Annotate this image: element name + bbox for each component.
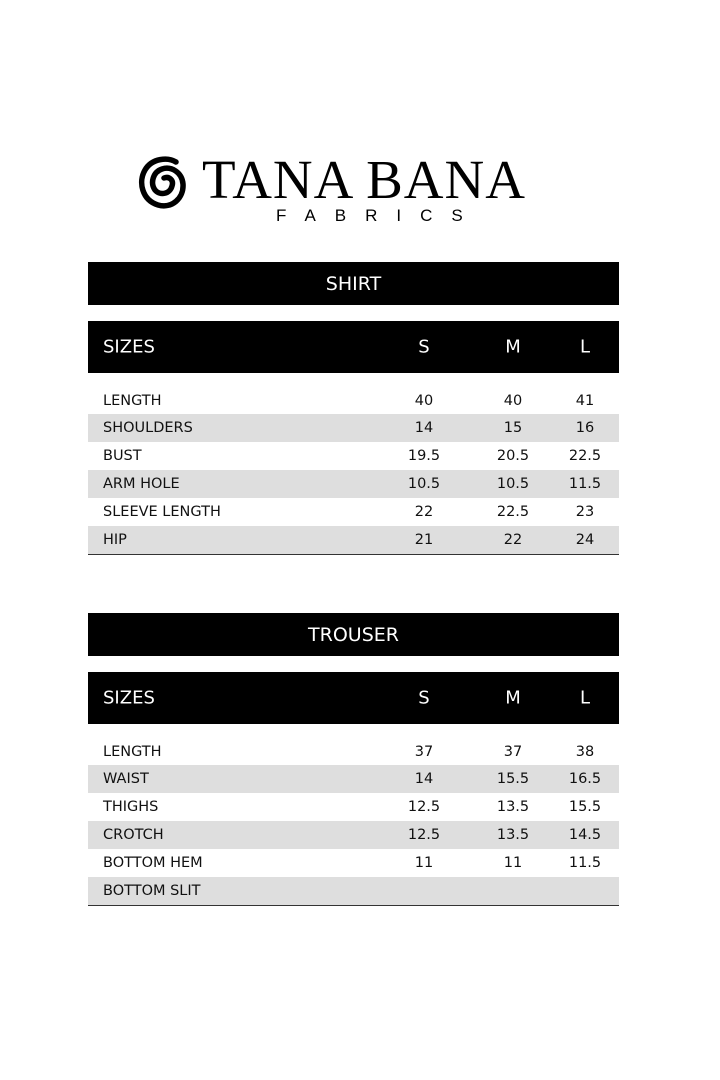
brand-subtitle: FABRICS	[276, 206, 482, 225]
measurement-label: CROTCH	[103, 827, 164, 843]
measurement-value: 21	[414, 532, 434, 548]
measurement-value: 12.5	[407, 827, 441, 843]
measurement-value: 40	[414, 393, 434, 409]
measurement-value: 37	[414, 744, 434, 760]
measurement-label: BOTTOM SLIT	[103, 883, 201, 899]
sizes-label: SIZES	[103, 687, 155, 709]
table-row: BOTTOM HEM 11 11 11.5	[88, 849, 619, 877]
measurement-value: 13.5	[496, 799, 530, 815]
sizes-label: SIZES	[103, 336, 155, 358]
size-column-header: M	[505, 336, 521, 358]
measurement-label: SHOULDERS	[103, 420, 193, 436]
table-row: BOTTOM SLIT	[88, 877, 619, 905]
measurement-label: HIP	[103, 532, 127, 548]
section-title: TROUSER	[88, 613, 619, 656]
table-row: CROTCH 12.5 13.5 14.5	[88, 821, 619, 849]
section-title: SHIRT	[88, 262, 619, 305]
table-row: THIGHS 12.5 13.5 15.5	[88, 793, 619, 821]
measurement-value: 14.5	[568, 827, 602, 843]
measurement-value: 22.5	[496, 504, 530, 520]
measurement-value: 15	[503, 420, 523, 436]
spiral-icon	[139, 156, 186, 209]
measurement-value: 23	[575, 504, 595, 520]
size-column-header: L	[579, 336, 591, 358]
measurement-value: 38	[575, 744, 595, 760]
measurement-label: BUST	[103, 448, 142, 464]
size-column-header: S	[418, 336, 430, 358]
measurement-label: LENGTH	[103, 744, 162, 760]
measurement-value: 11	[414, 855, 434, 871]
measurement-value: 13.5	[496, 827, 530, 843]
measurement-value: 15.5	[568, 799, 602, 815]
shirt-size-table: SHIRT SIZES S M L LENGTH 40 40 41 SHOULDERS 14 15 1…	[88, 262, 619, 555]
table-row: ARM HOLE 10.5 10.5 11.5	[88, 470, 619, 498]
measurement-value: 12.5	[407, 799, 441, 815]
measurement-value: 11	[503, 855, 523, 871]
table-row: BUST 19.5 20.5 22.5	[88, 442, 619, 470]
measurement-value: 16.5	[568, 771, 602, 787]
trouser-size-table: TROUSER SIZES S M L LENGTH 37 37 38 WAIST 14 15.5 1…	[88, 613, 619, 906]
table-row: WAIST 14 15.5 16.5	[88, 765, 619, 793]
measurement-value: 40	[503, 393, 523, 409]
size-column-header: S	[418, 687, 430, 709]
measurement-value: 10.5	[496, 476, 530, 492]
measurement-value: 15.5	[496, 771, 530, 787]
table-row: HIP 21 22 24	[88, 526, 619, 554]
measurement-value: 11.5	[568, 855, 602, 871]
brand-name: TANA BANA	[202, 149, 526, 210]
measurement-label: ARM HOLE	[103, 476, 180, 492]
measurement-value: 24	[575, 532, 595, 548]
measurement-value: 41	[575, 393, 595, 409]
measurement-label: THIGHS	[103, 799, 159, 815]
size-column-header: L	[579, 687, 591, 709]
measurement-label: SLEEVE LENGTH	[103, 504, 221, 520]
brand-logo: TANA BANA FABRICS	[138, 149, 558, 230]
measurement-value: 16	[575, 420, 595, 436]
measurement-value: 20.5	[496, 448, 530, 464]
table-row: LENGTH 40 40 41	[88, 388, 619, 414]
table-body: LENGTH 37 37 38 WAIST 14 15.5 16.5 THIGHS 12.5 13.…	[88, 739, 619, 906]
measurement-value: 22	[414, 504, 434, 520]
measurement-value: 19.5	[407, 448, 441, 464]
table-header: SIZES S M L	[88, 321, 619, 373]
measurement-value: 14	[414, 420, 434, 436]
measurement-value: 22	[503, 532, 523, 548]
table-row: SHOULDERS 14 15 16	[88, 414, 619, 442]
table-row: SLEEVE LENGTH 22 22.5 23	[88, 498, 619, 526]
table-header: SIZES S M L	[88, 672, 619, 724]
measurement-value: 37	[503, 744, 523, 760]
size-column-header: M	[505, 687, 521, 709]
measurement-value: 10.5	[407, 476, 441, 492]
table-row: LENGTH 37 37 38	[88, 739, 619, 765]
table-body: LENGTH 40 40 41 SHOULDERS 14 15 16 BUST 19.5 20.5 2…	[88, 388, 619, 555]
measurement-label: WAIST	[103, 771, 149, 787]
measurement-value: 11.5	[568, 476, 602, 492]
measurement-value: 14	[414, 771, 434, 787]
measurement-value: 22.5	[568, 448, 602, 464]
measurement-label: LENGTH	[103, 393, 162, 409]
measurement-label: BOTTOM HEM	[103, 855, 203, 871]
